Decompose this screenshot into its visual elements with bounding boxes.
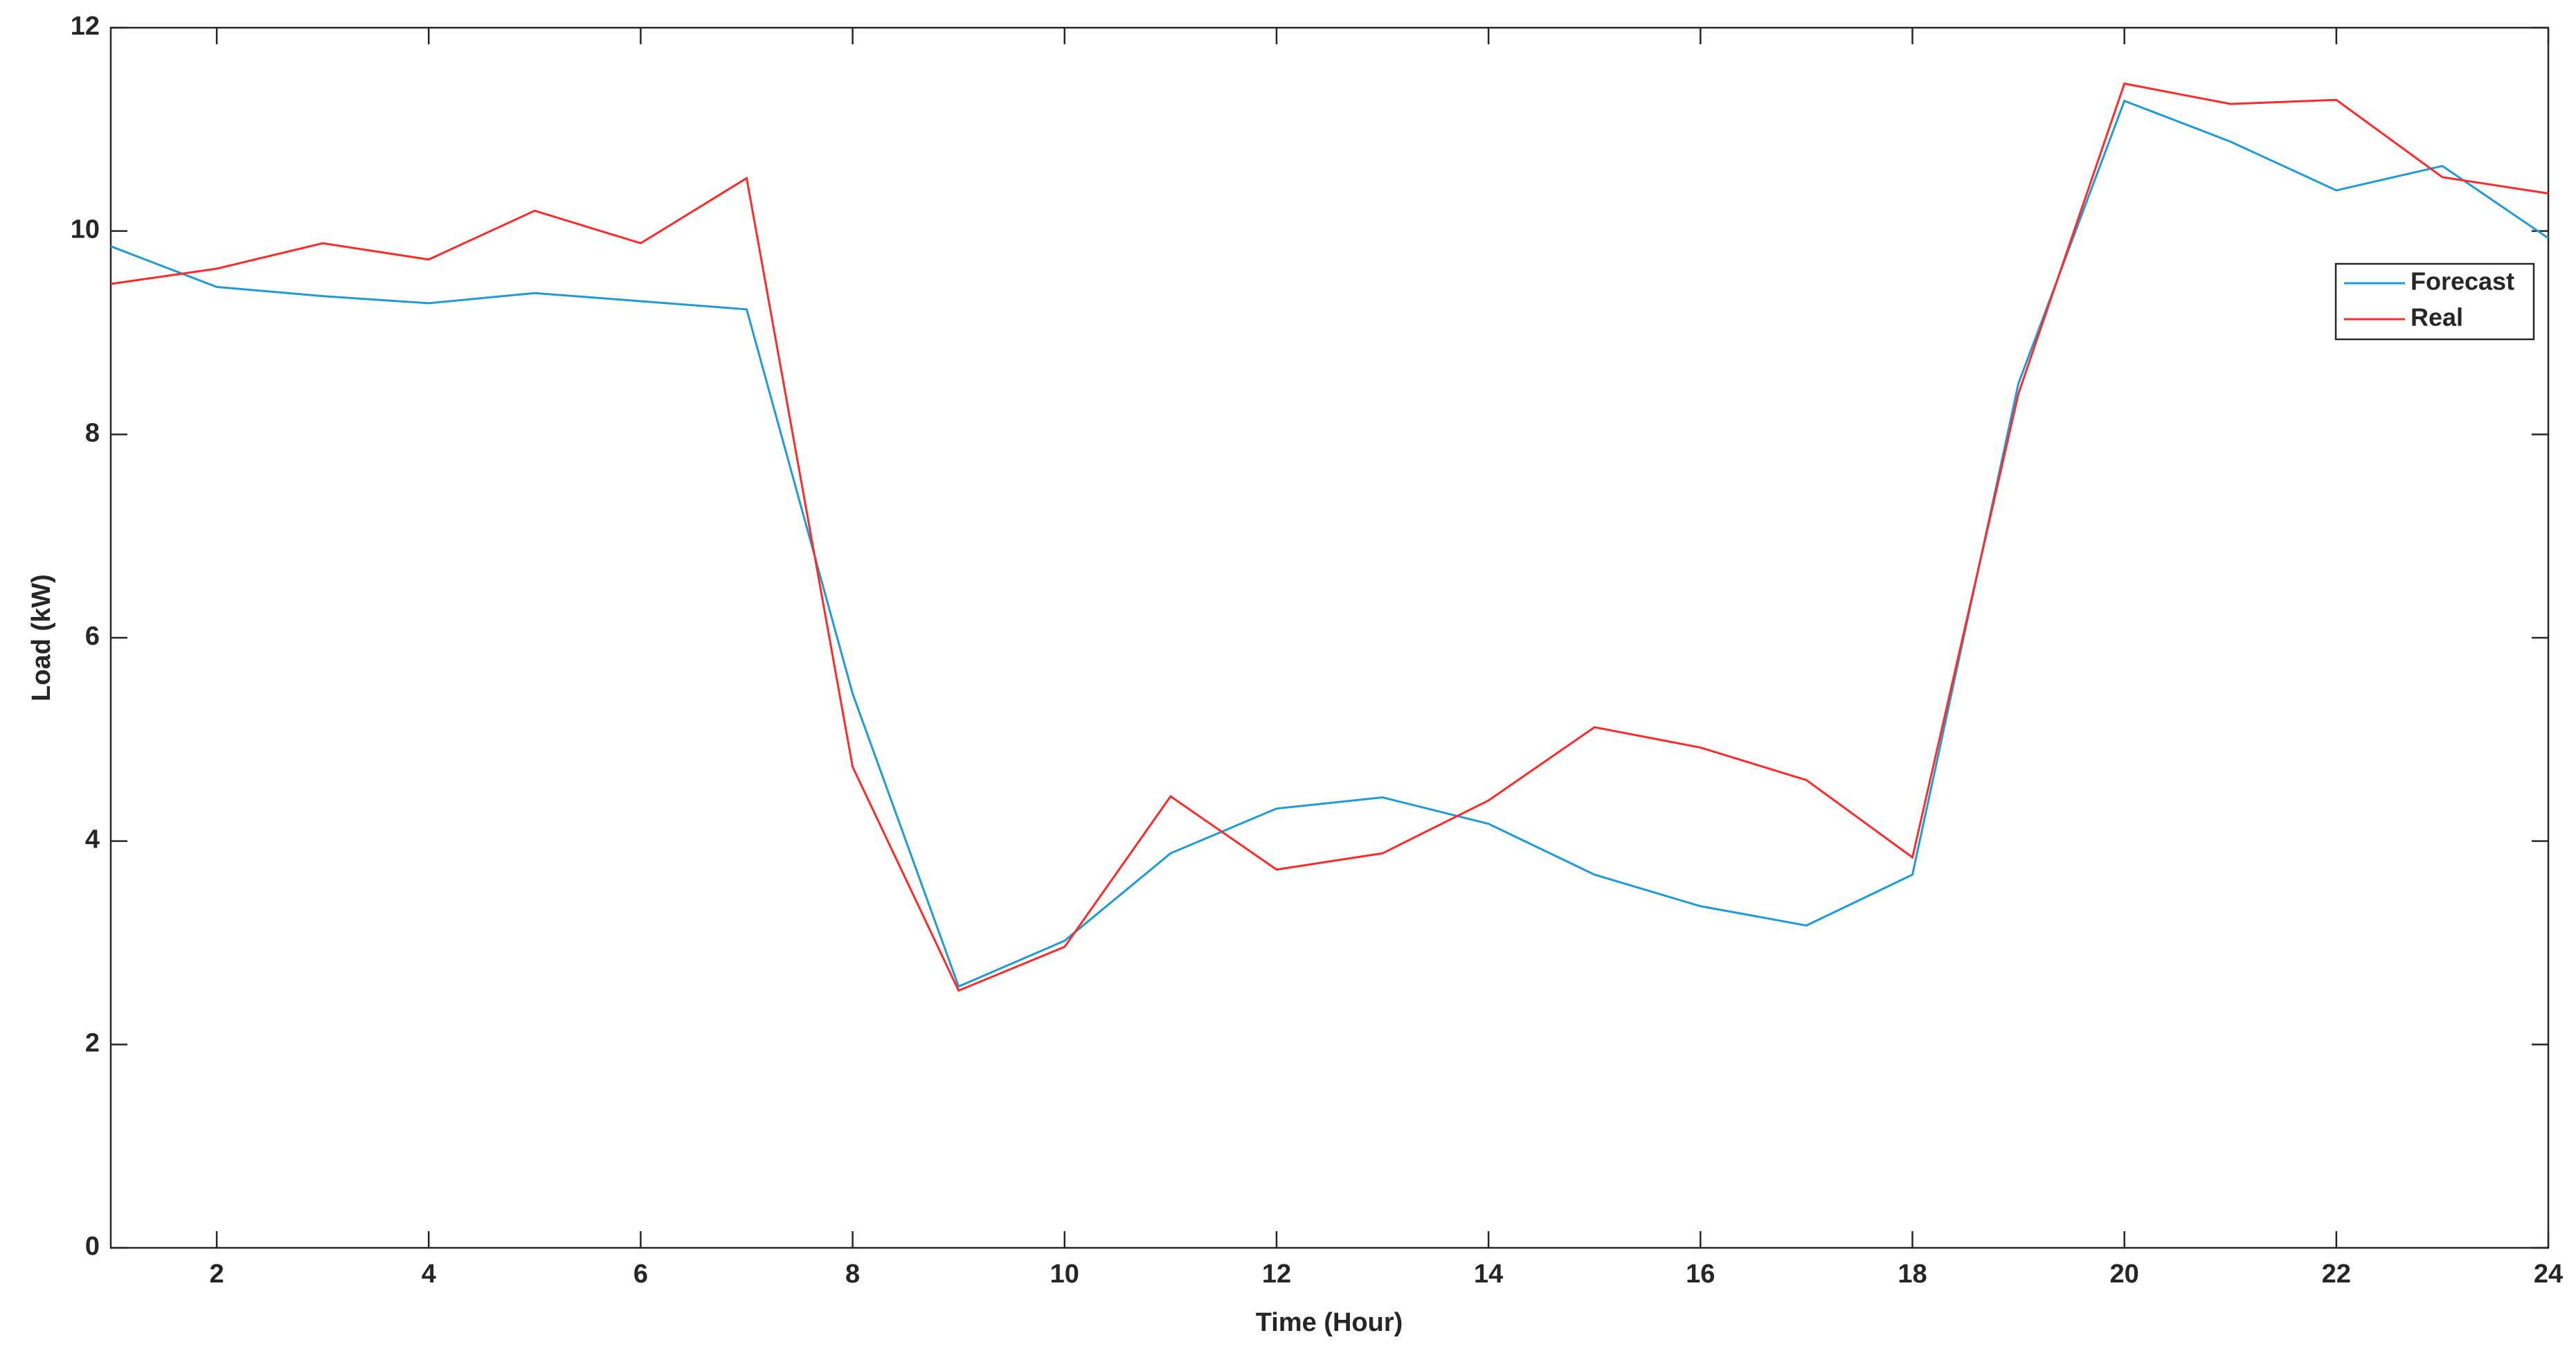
x-axis-label: Time (Hour): [1256, 1308, 1403, 1337]
x-tick-label: 16: [1686, 1260, 1715, 1289]
x-tick-label: 8: [845, 1260, 860, 1289]
x-tick-label: 14: [1474, 1260, 1503, 1289]
x-tick-label: 10: [1050, 1260, 1079, 1289]
x-tick-label: 20: [2110, 1260, 2139, 1289]
data-line: [110, 99, 2549, 988]
x-tick-label: 22: [2322, 1260, 2351, 1289]
x-tick-label: 18: [1898, 1260, 1927, 1289]
x-tick-label: 2: [210, 1260, 224, 1289]
x-tick-label: 6: [633, 1260, 648, 1289]
x-tick-label: 4: [422, 1260, 436, 1289]
y-tick-label: 0: [85, 1232, 100, 1261]
legend-label: Real: [2411, 303, 2463, 332]
y-axis-label: Load (kW): [27, 574, 56, 701]
y-tick-label: 10: [71, 215, 100, 244]
x-tick-label: 24: [2534, 1260, 2563, 1289]
y-tick-label: 6: [85, 622, 100, 651]
data-line: [110, 82, 2549, 992]
legend: Forecast Real: [2334, 262, 2535, 341]
legend-box: [2334, 262, 2535, 341]
y-tick-label: 8: [85, 418, 100, 447]
x-tick-label: 12: [1262, 1260, 1291, 1289]
y-tick-label: 12: [71, 12, 100, 41]
y-tick-label: 4: [85, 825, 100, 855]
y-tick-label: 2: [85, 1028, 100, 1057]
legend-label: Forecast: [2411, 267, 2514, 296]
plot-frame: [109, 26, 2550, 1249]
